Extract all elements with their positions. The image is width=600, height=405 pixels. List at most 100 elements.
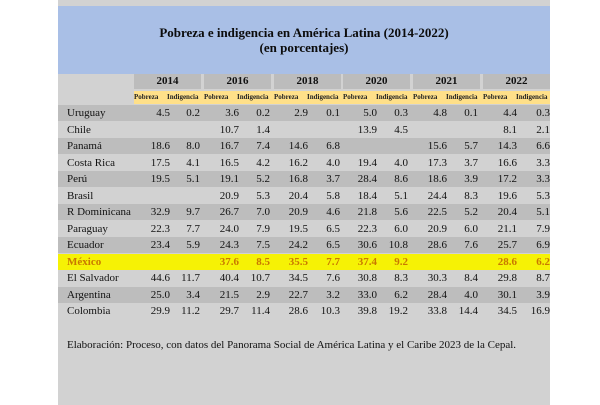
indigencia-value: 8.4 xyxy=(464,272,478,284)
pobreza-value: 40.4 xyxy=(219,272,239,284)
table-row: Colombia 29.9 11.2 29.7 11.4 28.6 10.3 39.8 19.2… xyxy=(58,303,550,319)
pobreza-value: 16.2 xyxy=(288,156,308,169)
pobreza-value: 18.6 xyxy=(150,140,170,152)
pobreza-value: 14.3 xyxy=(497,140,517,152)
pobreza-value: 19.1 xyxy=(219,173,239,185)
indigencia-subheader: Indigencia xyxy=(167,93,199,101)
indigencia-value: 4.6 xyxy=(326,206,340,218)
indigencia-value: 3.9 xyxy=(536,288,550,301)
indigencia-value: 8.0 xyxy=(186,140,200,152)
pobreza-value: 22.7 xyxy=(288,288,308,301)
indigencia-value: 10.7 xyxy=(250,272,270,284)
table-row: Brasil 20.9 5.3 20.4 5.8 18.4 5.1 24.4 8.3 19.6 5.… xyxy=(58,188,550,204)
table-title: Pobreza e indigencia en América Latina (… xyxy=(58,25,550,55)
pobreza-value: 32.9 xyxy=(150,206,170,218)
indigencia-value: 4.2 xyxy=(256,156,270,169)
pobreza-value: 16.5 xyxy=(219,156,239,169)
country-name: México xyxy=(67,255,102,268)
year-header-cell xyxy=(483,74,550,89)
subheader-row xyxy=(134,91,550,104)
indigencia-value: 0.1 xyxy=(464,107,478,119)
pobreza-value: 29.8 xyxy=(497,272,517,284)
indigencia-value: 8.5 xyxy=(256,255,270,268)
indigencia-value: 6.0 xyxy=(394,222,408,235)
pobreza-value xyxy=(138,122,170,138)
indigencia-value: 5.2 xyxy=(464,206,478,218)
indigencia-subheader: Indigencia xyxy=(446,93,478,101)
indigencia-value: 5.1 xyxy=(394,189,408,202)
country-name: El Salvador xyxy=(67,272,119,284)
pobreza-subheader: Pobreza xyxy=(483,93,508,101)
pobreza-value: 44.6 xyxy=(150,272,170,284)
pobreza-value xyxy=(138,188,170,204)
pobreza-value: 23.4 xyxy=(150,239,170,251)
indigencia-value: 7.9 xyxy=(536,222,550,235)
pobreza-value: 4.5 xyxy=(156,107,170,119)
indigencia-value xyxy=(168,254,200,270)
pobreza-value xyxy=(415,122,447,138)
pobreza-value: 29.7 xyxy=(219,305,239,317)
indigencia-value: 8.7 xyxy=(536,272,550,284)
indigencia-value: 6.6 xyxy=(536,140,550,152)
indigencia-value: 5.2 xyxy=(256,173,270,185)
indigencia-value: 19.2 xyxy=(388,305,408,317)
indigencia-value: 7.6 xyxy=(326,272,340,284)
indigencia-value: 10.8 xyxy=(388,239,408,251)
table-row: R Dominicana 32.9 9.7 26.7 7.0 20.9 4.6 21.8 5.6… xyxy=(58,204,550,220)
table-row: Paraguay 22.3 7.7 24.0 7.9 19.5 6.5 22.3 6.0 20.9… xyxy=(58,221,550,237)
indigencia-subheader: Indigencia xyxy=(376,93,408,101)
pobreza-value: 20.9 xyxy=(288,206,308,218)
country-name: Paraguay xyxy=(67,222,108,235)
indigencia-value xyxy=(168,188,200,204)
pobreza-value: 22.3 xyxy=(357,222,377,235)
indigencia-value: 7.0 xyxy=(256,206,270,218)
indigencia-value: 9.7 xyxy=(186,206,200,218)
pobreza-value: 34.5 xyxy=(497,305,517,317)
title-banner: Pobreza e indigencia en América Latina (… xyxy=(58,6,550,74)
pobreza-value: 17.3 xyxy=(427,156,447,169)
pobreza-value: 2.9 xyxy=(294,107,308,119)
year-label: 2018 xyxy=(296,75,319,87)
year-header-cell xyxy=(413,74,480,89)
indigencia-value xyxy=(446,254,478,270)
indigencia-subheader: Indigencia xyxy=(516,93,548,101)
country-name: Colombia xyxy=(67,305,111,317)
indigencia-value: 11.7 xyxy=(181,272,200,284)
table-row: Ecuador 23.4 5.9 24.3 7.5 24.2 6.5 30.6 10.8 28.6… xyxy=(58,237,550,253)
indigencia-value: 5.7 xyxy=(464,140,478,152)
indigencia-value: 5.3 xyxy=(536,189,550,202)
indigencia-value: 5.8 xyxy=(326,189,340,202)
year-label: 2014 xyxy=(156,75,179,87)
pobreza-value: 25.0 xyxy=(150,288,170,301)
pobreza-value: 18.6 xyxy=(427,173,447,185)
indigencia-value xyxy=(446,122,478,138)
indigencia-value: 8.3 xyxy=(394,272,408,284)
pobreza-value: 16.8 xyxy=(288,173,308,185)
indigencia-value: 4.0 xyxy=(394,156,408,169)
indigencia-value: 6.8 xyxy=(326,140,340,152)
indigencia-value: 6.2 xyxy=(536,255,550,268)
pobreza-value xyxy=(276,122,308,138)
pobreza-value: 30.3 xyxy=(427,272,447,284)
pobreza-subheader: Pobreza xyxy=(134,93,159,101)
year-label: 2021 xyxy=(435,75,458,87)
pobreza-value: 20.9 xyxy=(427,222,447,235)
pobreza-value: 19.5 xyxy=(150,173,170,185)
indigencia-value: 16.9 xyxy=(530,305,550,317)
year-header-cell xyxy=(204,74,271,89)
country-name: Ecuador xyxy=(67,239,104,251)
title-line-2: (en porcentajes) xyxy=(259,40,349,55)
pobreza-value: 4.4 xyxy=(503,107,517,119)
year-label: 2022 xyxy=(505,75,528,87)
indigencia-value: 4.0 xyxy=(326,156,340,169)
table-row: México 37.6 8.5 35.5 7.7 37.4 9.2 28.6 6.2 xyxy=(58,253,550,270)
pobreza-value: 22.3 xyxy=(150,222,170,235)
indigencia-value: 5.6 xyxy=(394,206,408,218)
indigencia-value: 7.6 xyxy=(464,239,478,251)
pobreza-value: 33.8 xyxy=(427,305,447,317)
indigencia-value: 0.2 xyxy=(256,107,270,119)
pobreza-value: 17.2 xyxy=(497,173,517,185)
pobreza-value: 16.7 xyxy=(219,140,239,152)
indigencia-value: 0.2 xyxy=(186,107,200,119)
indigencia-value: 5.1 xyxy=(536,206,550,218)
